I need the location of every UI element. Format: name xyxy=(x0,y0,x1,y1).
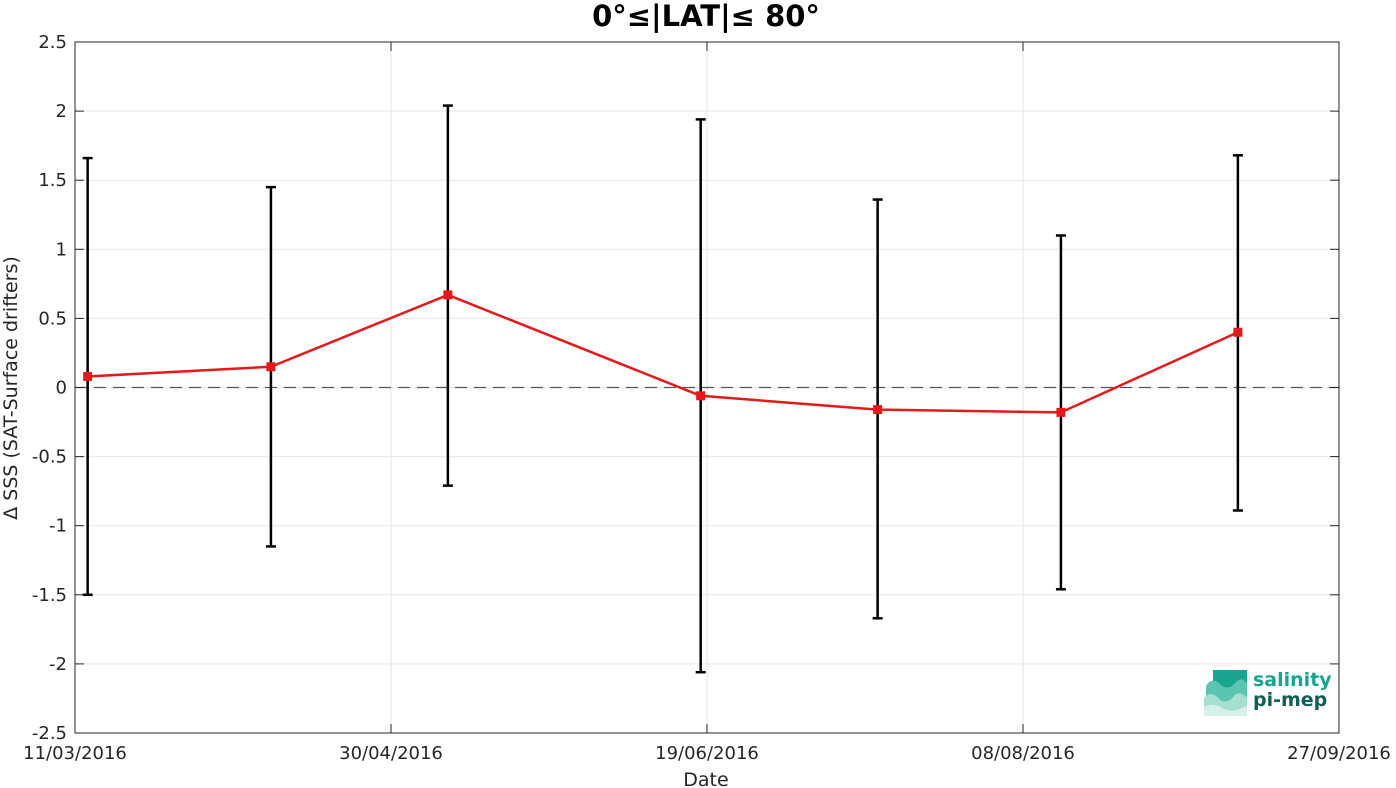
series-line xyxy=(87,293,1239,414)
y-tick-label: -1.5 xyxy=(32,585,67,606)
y-tick-label: -0.5 xyxy=(32,447,67,468)
y-tick-label: 1 xyxy=(56,239,67,260)
logo-text-pimep: pi-mep xyxy=(1253,689,1327,711)
wave-logo-icon xyxy=(1204,670,1247,716)
data-point-marker xyxy=(83,371,93,381)
data-point-marker xyxy=(1233,327,1243,337)
data-point-marker xyxy=(443,290,453,300)
x-axis-ticks: 11/03/2016 30/04/2016 19/06/2016 08/08/2016… xyxy=(23,42,1391,764)
x-tick-label: 08/08/2016 xyxy=(971,743,1075,764)
logo-text-salinity: salinity xyxy=(1253,669,1332,691)
y-tick-label: 0.5 xyxy=(38,308,67,329)
y-tick-label: -1 xyxy=(49,516,67,537)
series-line-layer xyxy=(87,293,1239,414)
salinity-pi-mep-logo: salinity pi-mep xyxy=(1204,669,1332,716)
x-tick-label: 11/03/2016 xyxy=(23,743,127,764)
y-axis-ticks: 2.5 2 1.5 1 0.5 0 -0.5 -1 -1.5 -2 -2.5 xyxy=(32,32,1339,744)
y-tick-label: 1.5 xyxy=(38,170,67,191)
data-point-marker xyxy=(696,391,706,401)
data-point-marker xyxy=(266,362,276,372)
y-tick-label: -2 xyxy=(49,654,67,675)
chart-title: 0°≤|LAT|≤ 80° xyxy=(592,0,820,33)
y-tick-label: 2.5 xyxy=(38,32,67,53)
data-point-marker xyxy=(1056,407,1066,417)
y-tick-label: 2 xyxy=(56,101,67,122)
series-markers xyxy=(83,290,1243,417)
x-axis-label: Date xyxy=(683,769,728,788)
x-tick-label: 30/04/2016 xyxy=(339,743,443,764)
x-tick-label: 27/09/2016 xyxy=(1287,743,1391,764)
data-point-marker xyxy=(873,405,883,415)
y-axis-label: Δ SSS (SAT-Surface drifters) xyxy=(0,256,22,520)
y-tick-label: -2.5 xyxy=(32,723,67,744)
y-tick-label: 0 xyxy=(56,378,67,399)
error-bars xyxy=(82,104,1243,674)
x-tick-label: 19/06/2016 xyxy=(655,743,759,764)
